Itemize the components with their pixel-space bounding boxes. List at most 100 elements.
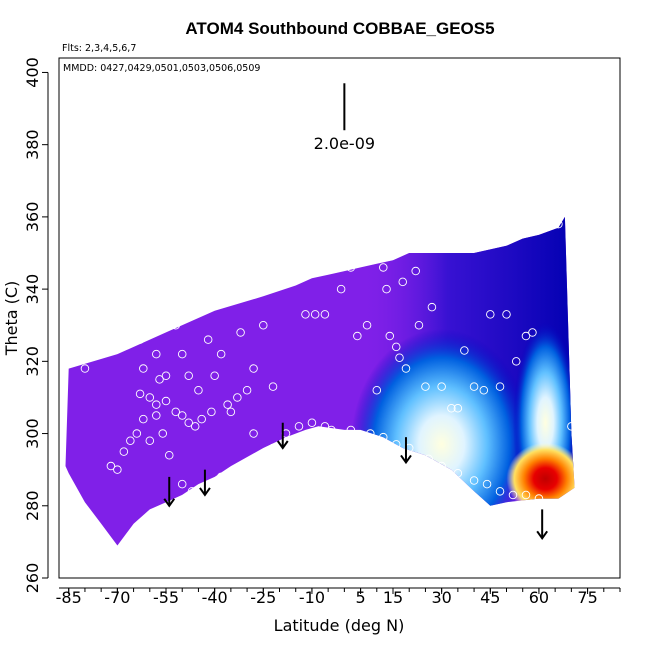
data-point: [145, 320, 155, 330]
data-point: [521, 490, 531, 500]
data-point: [346, 425, 356, 435]
arrows: [163, 422, 548, 540]
chart-title: ATOM4 Southbound COBBAE_GEOS5: [185, 19, 494, 38]
data-point: [391, 342, 401, 352]
data-point: [327, 425, 336, 435]
data-point: [259, 320, 268, 330]
data-point: [139, 364, 148, 373]
data-point: [567, 422, 576, 431]
data-point: [145, 393, 155, 402]
data-point: [534, 494, 544, 503]
data-point: [210, 371, 219, 381]
data-point: [453, 404, 463, 413]
data-point: [372, 385, 382, 395]
data-point: [161, 396, 171, 406]
plot-frame: [58, 57, 621, 579]
arrow: [163, 476, 176, 508]
data-point: [281, 248, 291, 258]
data-point: [437, 461, 446, 471]
data-point: [482, 479, 492, 489]
data-point: [171, 320, 180, 330]
data-point: [401, 364, 411, 373]
data-point: [190, 422, 200, 431]
data-point: [469, 476, 479, 485]
data-point: [528, 328, 537, 337]
data-point: [113, 465, 122, 474]
data-point: [155, 375, 164, 384]
data-point: [216, 472, 226, 482]
blue-plume: [350, 328, 533, 546]
data-point: [129, 320, 138, 330]
x-axis: -85 -70 -55 -40 -25 -10 5 15 30 45 60 75: [56, 587, 621, 607]
data-point: [226, 407, 236, 417]
data-point: [479, 385, 489, 395]
x-tick-label: -25: [250, 588, 276, 607]
data-point: [197, 295, 206, 305]
data-point: [268, 382, 278, 391]
y-tick-label: 340: [23, 274, 42, 305]
y-axis-label: Theta (C): [2, 281, 21, 357]
data-point: [379, 263, 388, 272]
x-tick-label: -10: [299, 588, 325, 607]
x-axis-label: Latitude (deg N): [274, 616, 405, 635]
data-point: [301, 310, 310, 319]
data-point: [391, 440, 401, 449]
data-point: [353, 331, 362, 341]
data-point: [197, 414, 206, 424]
data-point: [320, 310, 330, 319]
y-tick-label: 380: [23, 129, 42, 160]
field-highlights: [350, 216, 575, 546]
x-tick-label: 30: [431, 588, 451, 607]
data-point: [508, 490, 518, 500]
dates-note: MMDD: 0427,0429,0501,0503,0506,0509: [63, 63, 260, 74]
y-tick-label: 280: [23, 491, 42, 522]
x-tick-label: 60: [529, 588, 549, 607]
data-point: [398, 277, 407, 287]
data-point: [207, 407, 216, 417]
data-point: [421, 382, 430, 391]
x-tick-label: -55: [153, 588, 179, 607]
arrow: [400, 437, 412, 465]
x-tick-label: 5: [355, 588, 365, 607]
data-point: [411, 266, 420, 276]
x-tick-label: -70: [104, 588, 130, 607]
x-tick-label: -85: [56, 588, 82, 607]
y-axis: 260 280 300 320 340 360 380 400: [23, 57, 49, 593]
data-point: [184, 371, 193, 381]
data-point: [177, 479, 187, 489]
data-point: [119, 447, 129, 456]
data-point: [330, 263, 339, 272]
data-point: [453, 469, 463, 478]
data-point: [294, 422, 304, 431]
data-point: [171, 407, 180, 417]
data-point: [177, 411, 187, 420]
data-point: [126, 436, 135, 446]
data-point: [268, 443, 278, 453]
data-point: [80, 364, 90, 373]
data-point: [307, 418, 317, 427]
data-point: [152, 400, 161, 409]
data-point: [184, 418, 193, 427]
arrow: [276, 422, 289, 450]
y-tick-label: 400: [23, 57, 42, 88]
arrow: [199, 469, 211, 497]
data-point: [165, 450, 174, 460]
data-point: [502, 310, 511, 319]
y-tick-label: 320: [23, 346, 42, 377]
data-point: [366, 429, 375, 438]
data-point: [194, 385, 203, 395]
data-point: [255, 450, 265, 460]
data-point: [152, 349, 161, 359]
arrow: [536, 509, 548, 540]
data-point: [554, 219, 563, 229]
data-point: [132, 429, 142, 438]
data-point: [437, 382, 446, 391]
data-point: [158, 429, 168, 438]
data-point: [187, 487, 197, 496]
x-tick-label: 15: [383, 588, 403, 607]
x-tick-label: -40: [202, 588, 228, 607]
data-point: [379, 432, 388, 442]
plot-area: [65, 216, 576, 546]
data-point: [216, 349, 226, 359]
